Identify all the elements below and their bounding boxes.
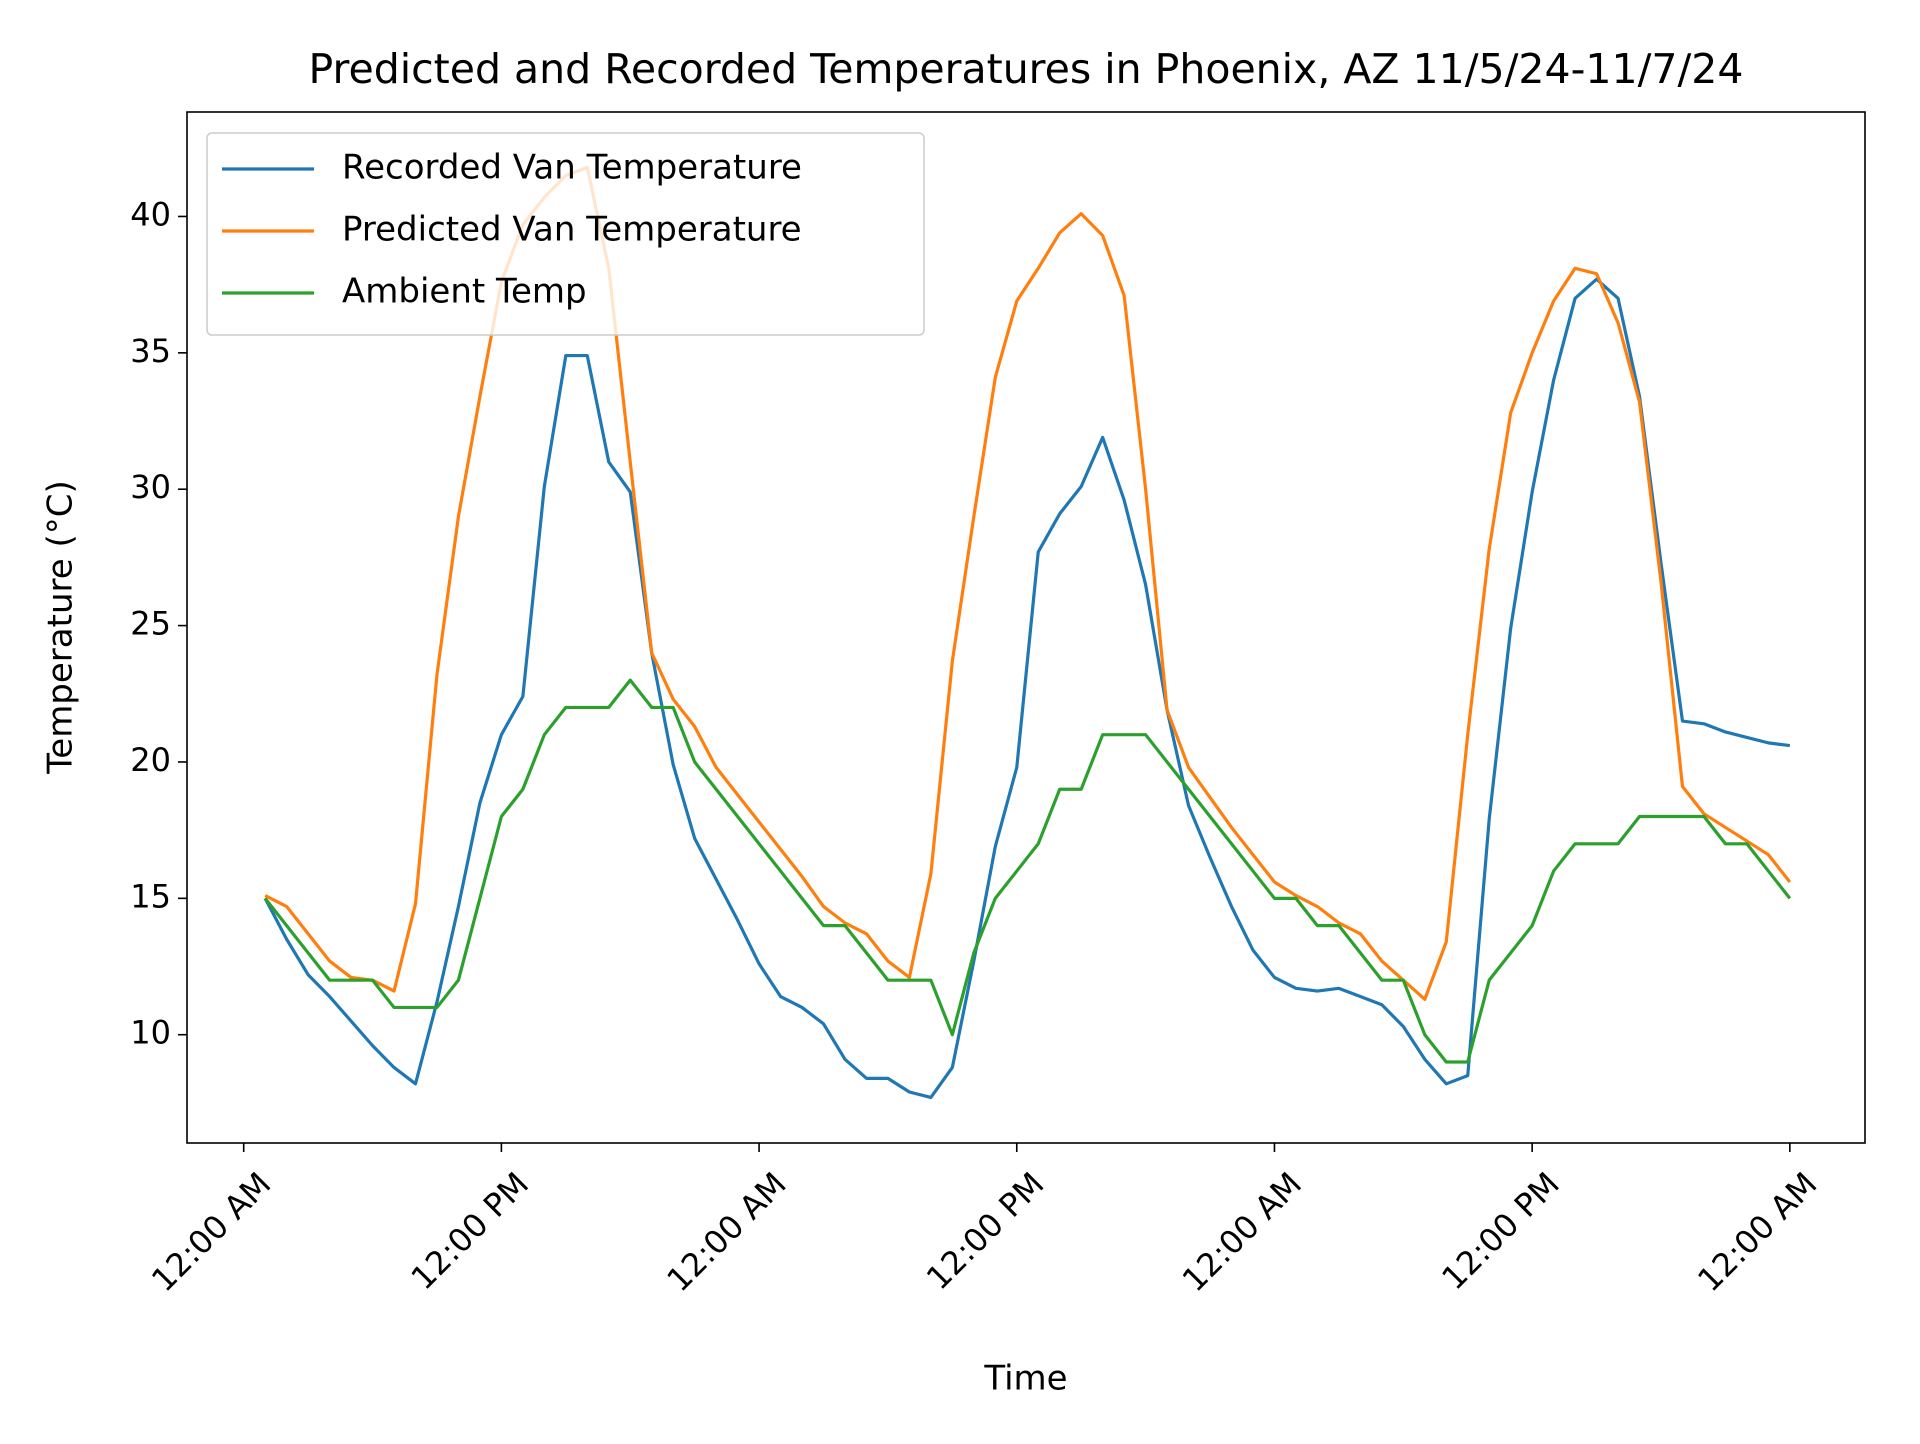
x-tick-label: 12:00 PM	[1434, 1165, 1566, 1297]
plot-frame	[186, 111, 1866, 1144]
y-tick-label: 25	[130, 605, 171, 643]
y-tick-label: 10	[130, 1014, 171, 1052]
legend-label: Predicted Van Temperature	[342, 210, 802, 250]
legend-label: Recorded Van Temperature	[342, 148, 802, 188]
x-tick-label: 12:00 PM	[919, 1165, 1051, 1297]
x-tick-label: 12:00 AM	[1690, 1165, 1824, 1299]
legend: Recorded Van Temperature Predicted Van Te…	[206, 132, 925, 336]
x-tick-label: 12:00 PM	[404, 1165, 536, 1297]
y-tick-label: 20	[130, 741, 171, 779]
data-line	[263, 277, 1791, 1100]
y-tick-label: 15	[130, 877, 171, 915]
y-tick-label: 40	[130, 195, 171, 233]
chart-title: Predicted and Recorded Temperatures in P…	[309, 45, 1744, 93]
x-tick-label: 12:00 AM	[1175, 1165, 1309, 1299]
y-tick-label: 30	[130, 468, 171, 506]
x-tick-label: 12:00 AM	[659, 1165, 793, 1299]
y-tick-label: 35	[130, 332, 171, 370]
data-line	[263, 678, 1792, 1064]
x-tick-label: 12:00 AM	[144, 1165, 278, 1299]
legend-box	[206, 132, 925, 336]
legend-label: Ambient Temp	[342, 272, 587, 312]
y-axis-label: Temperature (°C)	[41, 480, 81, 774]
x-axis-label: Time	[983, 1359, 1067, 1399]
